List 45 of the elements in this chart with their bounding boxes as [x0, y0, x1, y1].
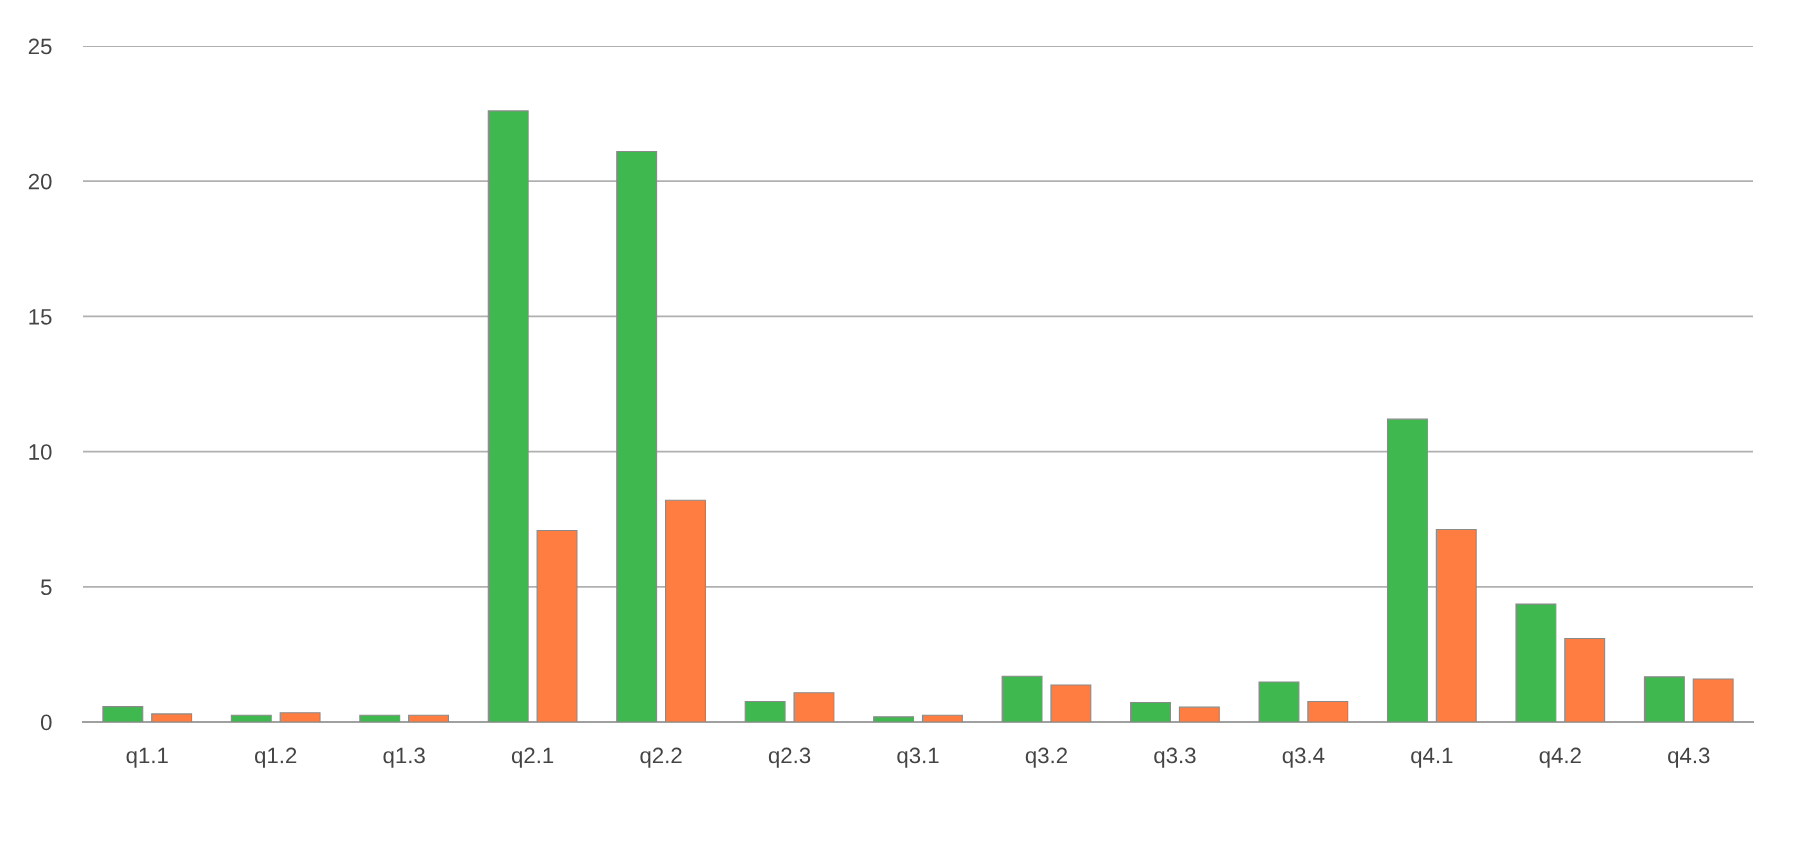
x-tick-label: q4.3	[1668, 747, 1710, 768]
bar	[1258, 681, 1300, 722]
bar	[1050, 684, 1092, 722]
bar	[1435, 528, 1477, 722]
bar	[151, 713, 193, 722]
x-tick-label: q2.1	[511, 747, 554, 768]
x-tick-label: q3.3	[1154, 747, 1196, 768]
y-tick-label: 25	[28, 38, 52, 55]
y-tick-label: 5	[40, 579, 52, 596]
bar	[1643, 676, 1685, 722]
bar	[359, 714, 401, 722]
x-tick-label: q2.3	[768, 747, 811, 768]
bar	[536, 530, 578, 722]
bar	[1307, 700, 1349, 722]
x-tick-label: q1.1	[126, 747, 168, 768]
bar	[1386, 418, 1428, 722]
bar	[744, 700, 786, 722]
x-tick-label: q1.3	[383, 747, 425, 768]
bar	[279, 712, 321, 722]
x-tick-label: q3.2	[1025, 747, 1067, 768]
bar	[408, 714, 450, 722]
bar	[616, 150, 658, 722]
bar	[487, 110, 529, 722]
bar	[1178, 706, 1220, 722]
bar	[873, 716, 915, 722]
y-tick-label: 15	[29, 309, 52, 325]
x-tick-label: q3.4	[1282, 747, 1325, 768]
x-tick-label: q4.1	[1411, 747, 1453, 768]
bar	[1515, 603, 1557, 722]
bar	[1564, 637, 1606, 722]
x-tick-label: q1.2	[255, 747, 297, 768]
bar	[793, 692, 835, 722]
y-tick-label: 0	[40, 714, 52, 731]
bar	[1130, 701, 1171, 722]
bar	[1692, 678, 1734, 722]
bar	[921, 714, 963, 722]
y-tick-label: 20	[28, 173, 52, 190]
x-tick-label: q2.2	[640, 747, 682, 768]
y-tick-label: 10	[29, 444, 52, 460]
bar	[1001, 675, 1043, 722]
bar	[230, 714, 272, 722]
x-tick-label: q4.2	[1539, 747, 1581, 768]
bar	[665, 499, 706, 722]
bar	[102, 706, 144, 722]
x-tick-label: q3.1	[897, 747, 939, 768]
